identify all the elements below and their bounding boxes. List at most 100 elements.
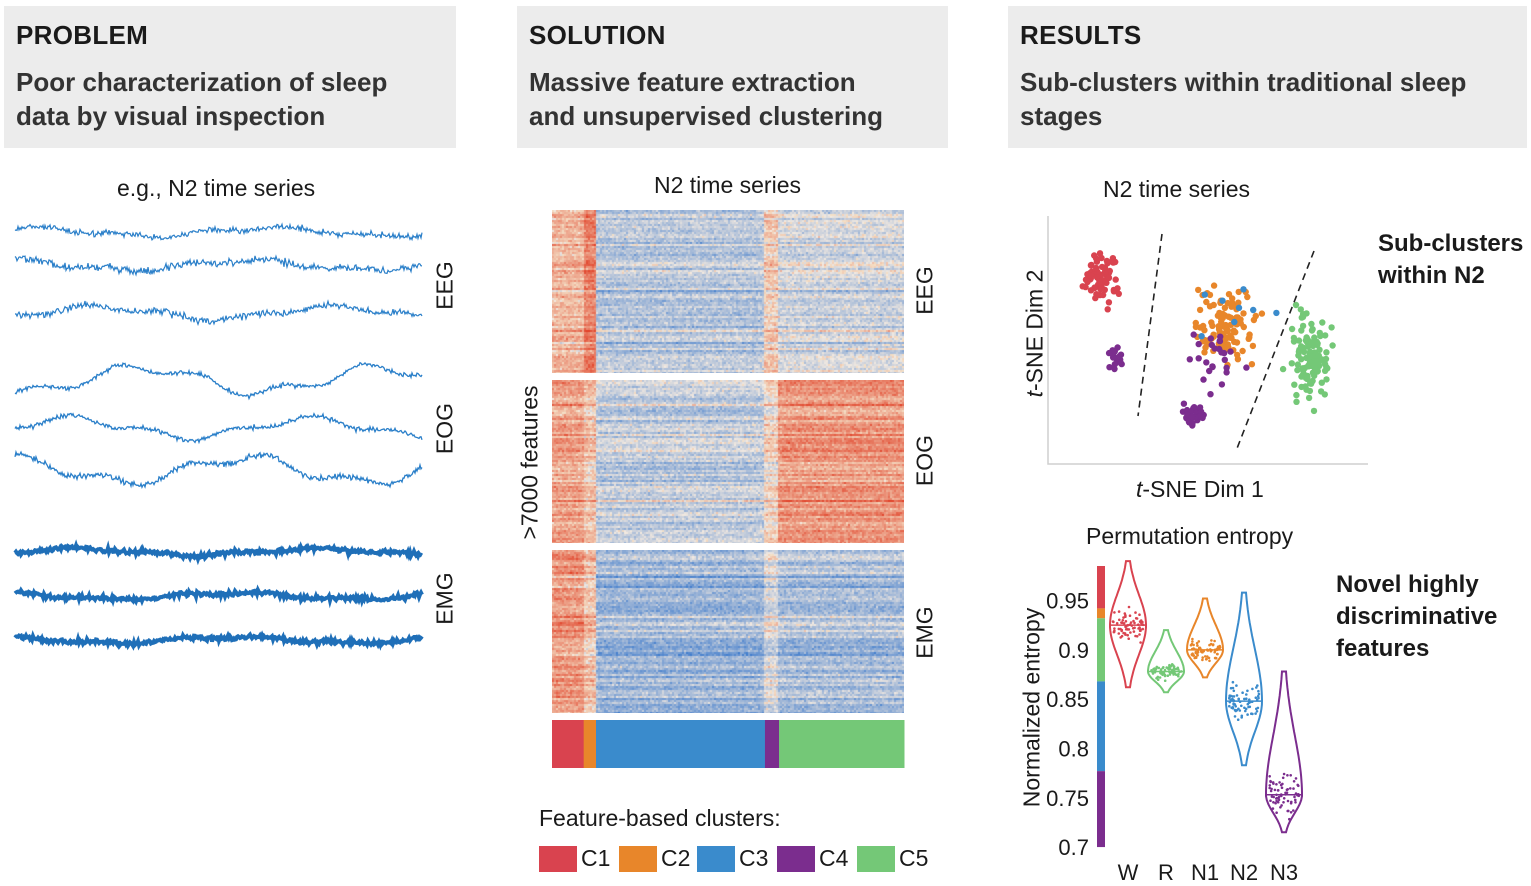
y-tick-label: 0.95 — [1046, 589, 1089, 614]
violin-point — [1134, 611, 1137, 614]
violin-point — [1232, 702, 1235, 705]
violin-point — [1141, 627, 1145, 631]
scatter-point — [1305, 363, 1312, 370]
violin-point — [1246, 713, 1249, 716]
scatter-point — [1294, 361, 1301, 368]
scatter-point — [1198, 333, 1205, 340]
violin-point — [1275, 797, 1278, 800]
scatter-point — [1201, 291, 1208, 298]
scatter-point — [1186, 356, 1193, 363]
violin-point — [1135, 617, 1139, 620]
scatter-point — [1221, 304, 1229, 311]
violin-point — [1275, 799, 1278, 803]
scatter-point — [1215, 326, 1223, 333]
cluster-segment-c5 — [779, 720, 905, 768]
violin-point — [1138, 633, 1141, 636]
scatter-point — [1188, 413, 1196, 421]
scatter-point — [1223, 369, 1230, 376]
violin-point — [1124, 625, 1127, 629]
violin-point — [1229, 686, 1233, 690]
violin-point — [1294, 777, 1298, 780]
violin-point — [1174, 667, 1178, 671]
scatter-point — [1116, 353, 1123, 360]
violin-point — [1208, 659, 1211, 663]
violin-point — [1257, 692, 1261, 696]
violin-point — [1293, 795, 1296, 799]
results-header: RESULTS Sub-clusters within traditional … — [1008, 6, 1527, 148]
scatter-point — [1105, 274, 1113, 281]
heatmap-eeg — [552, 210, 904, 373]
x-tick-label-n1: N1 — [1191, 860, 1219, 885]
scatter-point — [1087, 262, 1095, 269]
violin-point — [1232, 689, 1236, 693]
violin-point — [1233, 715, 1237, 718]
violin-point — [1292, 787, 1295, 790]
scatter-point — [1098, 254, 1105, 262]
scatter-point — [1209, 322, 1216, 329]
scatter-point — [1319, 319, 1326, 326]
cluster-segment-c1 — [552, 720, 585, 768]
violin-title: Permutation entropy — [1086, 523, 1294, 549]
violin-point — [1213, 656, 1217, 660]
scatter-point — [1231, 318, 1238, 326]
violin-point — [1129, 631, 1132, 634]
violin-point — [1125, 627, 1128, 631]
x-tick-label-n3: N3 — [1270, 860, 1298, 885]
violin-point — [1292, 809, 1295, 812]
scatter-point — [1323, 349, 1330, 356]
problem-title: PROBLEM — [16, 20, 149, 50]
violin-point — [1192, 654, 1195, 657]
scatter-point — [1189, 420, 1196, 427]
scatter-point — [1210, 282, 1218, 289]
scatter-point — [1291, 381, 1298, 388]
scatter-point — [1235, 304, 1243, 311]
violin-point — [1122, 622, 1126, 625]
violin-point — [1177, 674, 1180, 678]
scatter-point — [1201, 327, 1208, 334]
scatter-point — [1201, 349, 1208, 356]
violin-point — [1163, 679, 1167, 682]
scatter-point — [1329, 342, 1336, 349]
violin-point — [1237, 697, 1240, 701]
violin-point — [1275, 811, 1278, 814]
violin-point — [1287, 809, 1290, 813]
violin-point — [1122, 616, 1125, 619]
scatter-point — [1115, 290, 1122, 297]
scatter-point — [1318, 379, 1325, 386]
violin-point — [1156, 676, 1159, 680]
scatter-point — [1103, 257, 1111, 265]
violin-point — [1228, 704, 1231, 708]
violin-point — [1236, 718, 1240, 721]
legend-item-c1: C1 — [539, 845, 610, 872]
violin-point — [1286, 774, 1289, 777]
violin-point — [1286, 799, 1290, 803]
violin-point — [1129, 621, 1133, 624]
scatter-point — [1297, 306, 1304, 313]
violin-point — [1276, 789, 1280, 792]
violin-point — [1241, 691, 1244, 694]
y-tick-label: 0.85 — [1046, 687, 1089, 712]
scatter-point — [1098, 285, 1105, 292]
violin-point — [1245, 693, 1248, 696]
scatter-point — [1087, 287, 1095, 294]
violin-point — [1247, 705, 1250, 709]
violin-point — [1270, 795, 1274, 798]
scatter-point — [1299, 371, 1307, 378]
violin-point — [1281, 776, 1285, 780]
legend-item-c4: C4 — [777, 845, 848, 872]
problem-subtitle: Poor characterization of sleep data by v… — [16, 67, 388, 131]
scatter-point — [1088, 272, 1095, 279]
legend-label: C2 — [661, 845, 691, 871]
violin-point — [1271, 807, 1275, 810]
results-title: RESULTS — [1020, 20, 1142, 50]
scatter-point — [1227, 348, 1234, 355]
violin-point — [1135, 635, 1139, 638]
legend-label: C4 — [819, 845, 849, 871]
legend-label: C5 — [899, 845, 929, 871]
violin-point — [1254, 696, 1258, 699]
scatter-point — [1218, 349, 1225, 356]
scatter-point — [1295, 337, 1303, 344]
subclusters-note: Sub-clusters within N2 — [1378, 230, 1524, 289]
violin-point — [1292, 780, 1296, 783]
scatter-point — [1258, 310, 1266, 317]
